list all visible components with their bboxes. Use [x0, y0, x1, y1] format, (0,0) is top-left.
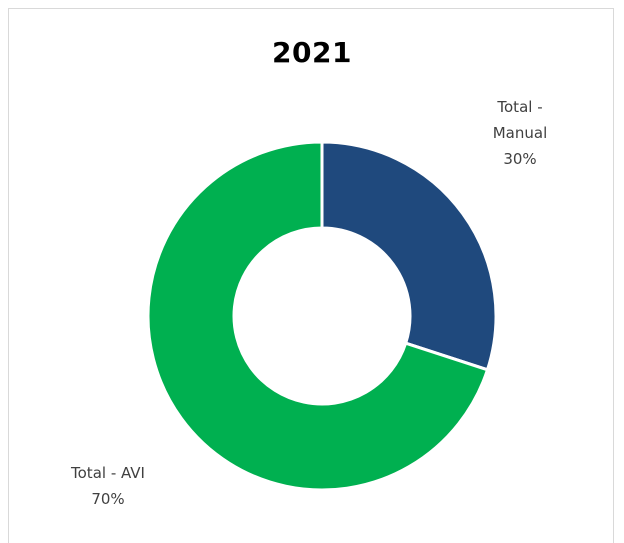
- donut-slice-1: [146, 140, 490, 492]
- slice-category-label: Manual: [493, 124, 548, 142]
- chart-title: 2021: [272, 36, 352, 69]
- labels-layer: Total - Manual 30% Total - AVI 70%: [70, 98, 547, 508]
- slices-layer: [146, 140, 498, 492]
- slice-category-label: Total -: [496, 98, 542, 116]
- slice-category-label: Total - AVI: [70, 464, 145, 482]
- slice-label-0: Total - Manual 30%: [493, 98, 548, 168]
- slice-value-label: 30%: [503, 150, 536, 168]
- donut-slice-0: [320, 140, 498, 372]
- slice-value-label: 70%: [91, 490, 124, 508]
- slice-label-1: Total - AVI 70%: [70, 464, 145, 508]
